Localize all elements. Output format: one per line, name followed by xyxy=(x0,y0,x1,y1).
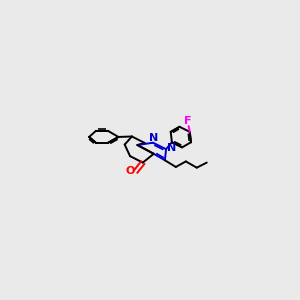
Text: N: N xyxy=(149,133,158,142)
Text: F: F xyxy=(184,116,191,127)
Text: N: N xyxy=(167,143,176,154)
Text: O: O xyxy=(126,166,135,176)
